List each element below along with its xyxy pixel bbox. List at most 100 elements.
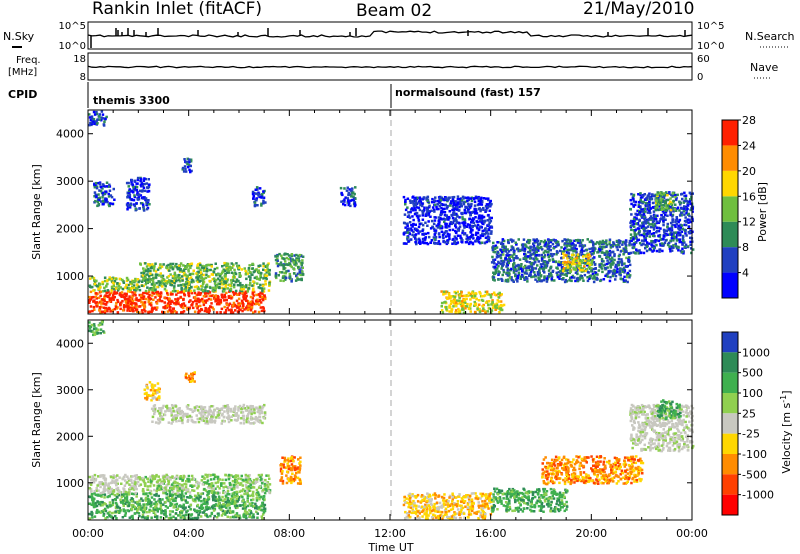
data-cell <box>498 291 501 295</box>
data-cell <box>583 244 587 247</box>
data-cell <box>210 302 213 305</box>
data-cell <box>213 281 217 284</box>
data-cell <box>406 229 409 233</box>
data-cell <box>491 300 494 304</box>
data-cell <box>101 492 104 496</box>
data-cell <box>477 199 480 203</box>
data-cell <box>689 202 692 206</box>
data-cell <box>605 243 609 247</box>
data-cell <box>472 296 475 300</box>
data-cell <box>460 291 463 294</box>
data-cell <box>98 283 102 286</box>
data-cell <box>183 158 186 161</box>
data-cell <box>556 240 560 244</box>
data-cell <box>256 282 259 285</box>
data-cell <box>462 304 466 308</box>
data-cell <box>279 261 283 264</box>
data-cell <box>652 225 655 229</box>
data-cell <box>433 208 436 212</box>
data-cell <box>97 203 101 206</box>
data-cell <box>180 311 183 314</box>
data-cell <box>524 243 527 246</box>
data-cell <box>301 273 305 276</box>
data-cell <box>616 270 619 274</box>
data-cell <box>170 311 173 314</box>
data-cell <box>637 249 640 253</box>
data-cell <box>566 248 569 252</box>
data-cell <box>480 196 483 200</box>
data-cell <box>491 303 495 307</box>
data-cell <box>412 218 415 222</box>
data-cell <box>251 273 254 276</box>
data-cell <box>105 115 108 119</box>
data-cell <box>422 196 426 199</box>
data-cell <box>490 309 494 312</box>
data-cell <box>189 494 192 498</box>
data-cell <box>464 307 467 310</box>
data-cell <box>671 215 674 218</box>
data-cell <box>607 252 611 256</box>
data-cell <box>649 197 652 200</box>
data-cell <box>655 239 659 242</box>
data-cell <box>604 242 608 245</box>
data-cell <box>254 299 258 302</box>
data-cell <box>189 170 192 174</box>
data-cell <box>293 272 296 275</box>
data-cell <box>407 211 410 214</box>
data-cell <box>569 244 572 248</box>
data-cell <box>485 203 489 206</box>
data-cell <box>253 276 257 280</box>
data-cell <box>260 202 263 206</box>
data-cell <box>246 272 249 275</box>
data-cell <box>632 246 636 249</box>
data-cell <box>100 305 103 308</box>
data-cell <box>142 291 145 295</box>
data-cell <box>456 290 459 294</box>
data-cell <box>235 262 238 265</box>
data-cell <box>469 310 472 313</box>
data-cell <box>414 208 417 212</box>
data-cell <box>688 218 691 222</box>
data-cell <box>535 254 538 257</box>
data-cell <box>239 302 242 305</box>
data-cell <box>653 222 656 226</box>
data-cell <box>615 239 619 243</box>
data-cell <box>455 237 458 240</box>
data-cell <box>261 513 265 516</box>
data-cell <box>492 276 496 279</box>
data-cell <box>566 257 569 260</box>
data-cell <box>107 290 110 293</box>
data-cell <box>198 299 202 302</box>
data-cell <box>177 284 180 287</box>
data-cell <box>620 258 623 261</box>
data-cell <box>277 263 280 266</box>
data-cell <box>134 294 137 297</box>
data-cell <box>523 247 527 251</box>
data-cell <box>465 305 469 308</box>
data-cell <box>411 209 415 212</box>
data-cell <box>176 297 180 300</box>
data-cell <box>497 264 500 268</box>
data-cell <box>278 252 281 256</box>
data-cell <box>505 254 508 257</box>
data-cell <box>162 306 165 309</box>
data-cell <box>232 274 236 278</box>
data-cell <box>102 123 106 126</box>
data-cell <box>472 221 476 225</box>
data-cell <box>485 209 488 212</box>
data-cell <box>487 303 490 306</box>
data-cell <box>229 287 233 291</box>
data-cell <box>218 274 222 278</box>
data-cell <box>237 302 240 305</box>
data-cell <box>142 186 146 189</box>
data-cell <box>194 500 197 503</box>
data-cell <box>233 292 237 295</box>
data-cell <box>171 310 175 313</box>
data-cell <box>630 219 633 223</box>
data-cell <box>538 277 541 281</box>
data-cell <box>103 279 107 283</box>
data-cell <box>590 261 593 265</box>
data-cell <box>618 245 621 249</box>
data-cell <box>465 297 468 301</box>
data-cell <box>410 223 413 227</box>
